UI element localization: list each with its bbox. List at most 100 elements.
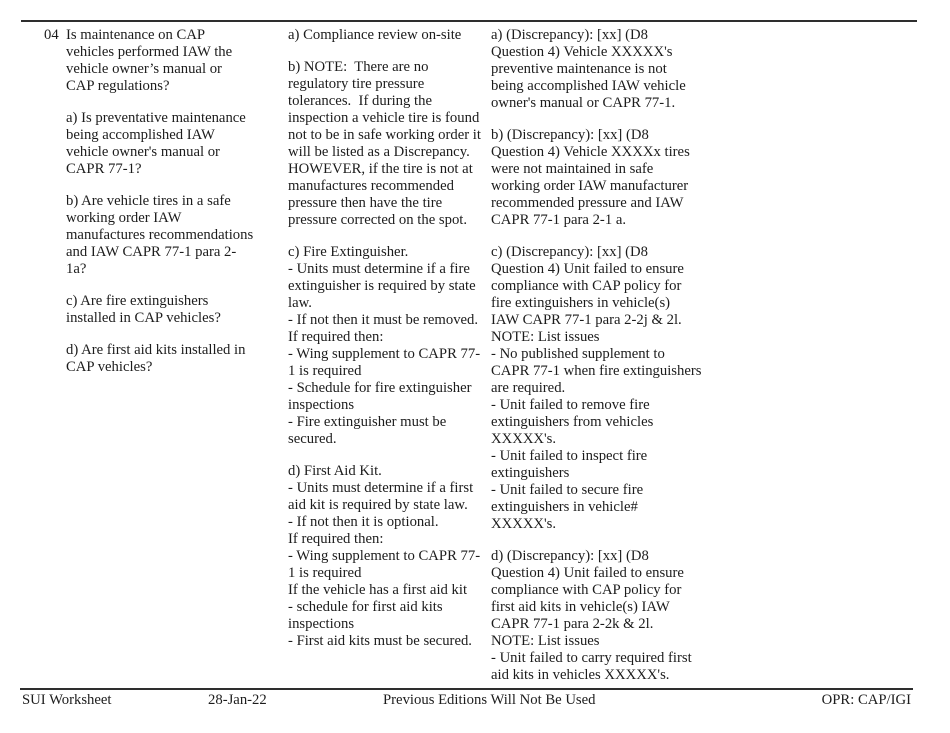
question-column: Is maintenance on CAP vehicles performed … xyxy=(66,27,296,376)
text-line: first aid kits in vehicle(s) IAW xyxy=(491,599,670,615)
text-line: Question 4) Vehicle XXXXX's xyxy=(491,44,673,60)
paragraph: d) Are first aid kits installed in CAP ve… xyxy=(66,342,296,376)
text-line: NOTE: List issues xyxy=(491,633,600,649)
text-line: manufactures recommendations xyxy=(66,227,254,243)
text-line: preventive maintenance is not xyxy=(491,61,667,77)
text-line: - If not then it is optional. xyxy=(288,514,439,530)
text-line: d) (Discrepancy): [xx] (D8 xyxy=(491,548,649,564)
text-line: fire extinguishers in vehicle(s) xyxy=(491,295,671,311)
text-line: vehicle owner's manual or xyxy=(66,144,220,160)
text-line: installed in CAP vehicles? xyxy=(66,310,221,326)
text-line: pressure then have the tire xyxy=(288,195,443,211)
text-line: 1a? xyxy=(66,261,87,277)
text-line: secured. xyxy=(288,431,337,447)
text-line: will be listed as a Discrepancy. xyxy=(288,144,470,160)
paragraph: c) Fire Extinguisher. - Units must determ… xyxy=(288,244,490,448)
text-line: inspections xyxy=(288,397,355,413)
footer-editions-notice: Previous Editions Will Not Be Used xyxy=(383,692,596,708)
text-line: and IAW CAPR 77-1 para 2- xyxy=(66,244,237,260)
paragraph: b) Are vehicle tires in a safe working or… xyxy=(66,193,296,278)
guidance-column: a) Compliance review on-site b) NOTE: The… xyxy=(288,27,490,650)
text-line: - Units must determine if a first xyxy=(288,480,474,496)
text-line: If required then: xyxy=(288,531,384,547)
text-line: b) (Discrepancy): [xx] (D8 xyxy=(491,127,649,143)
top-rule xyxy=(21,20,917,22)
paragraph: a) Compliance review on-site xyxy=(288,27,490,44)
text-line: inspection a vehicle tire is found xyxy=(288,110,480,126)
text-line: extinguishers in vehicle# xyxy=(491,499,638,515)
text-line: recommended pressure and IAW xyxy=(491,195,684,211)
paragraph: a) (Discrepancy): [xx] (D8 Question 4) Ve… xyxy=(491,27,731,112)
text-line: aid kits in vehicles XXXXX's. xyxy=(491,667,670,683)
paragraph: c) Are fire extinguishers installed in CA… xyxy=(66,293,296,327)
text-line: Question 4) Unit failed to ensure xyxy=(491,565,684,581)
text-line: Question 4) Unit failed to ensure xyxy=(491,261,684,277)
text-line: CAPR 77-1? xyxy=(66,161,142,177)
text-line: c) Fire Extinguisher. xyxy=(288,244,409,260)
text-line: - Unit failed to secure fire xyxy=(491,482,644,498)
text-line: d) Are first aid kits installed in xyxy=(66,342,246,358)
text-line: HOWEVER, if the tire is not at xyxy=(288,161,473,177)
text-line: compliance with CAP policy for xyxy=(491,278,682,294)
text-line: law. xyxy=(288,295,312,311)
text-line: c) Are fire extinguishers xyxy=(66,293,209,309)
text-line: being accomplished IAW xyxy=(66,127,215,143)
paragraph: b) (Discrepancy): [xx] (D8 Question 4) Ve… xyxy=(491,127,731,229)
text-line: being accomplished IAW vehicle xyxy=(491,78,686,94)
text-line: - Wing supplement to CAPR 77- xyxy=(288,548,481,564)
text-line: CAP vehicles? xyxy=(66,359,153,375)
text-line: CAPR 77-1 para 2-2k & 2l. xyxy=(491,616,654,632)
paragraph: c) (Discrepancy): [xx] (D8 Question 4) Un… xyxy=(491,244,731,533)
paragraph: Is maintenance on CAP vehicles performed … xyxy=(66,27,296,95)
text-line: regulatory tire pressure xyxy=(288,76,425,92)
text-line: b) Are vehicle tires in a safe xyxy=(66,193,231,209)
text-line: CAPR 77-1 when fire extinguishers xyxy=(491,363,702,379)
text-line: - First aid kits must be secured. xyxy=(288,633,472,649)
text-line: vehicle owner’s manual or xyxy=(66,61,222,77)
text-line: a) (Discrepancy): [xx] (D8 xyxy=(491,27,649,43)
text-line: CAP regulations? xyxy=(66,78,170,94)
discrepancy-column: a) (Discrepancy): [xx] (D8 Question 4) Ve… xyxy=(491,27,731,684)
text-line: - Unit failed to inspect fire xyxy=(491,448,648,464)
text-line: - Unit failed to remove fire xyxy=(491,397,650,413)
text-line: vehicles performed IAW the xyxy=(66,44,233,60)
text-line: CAPR 77-1 para 2-1 a. xyxy=(491,212,627,228)
text-line: NOTE: List issues xyxy=(491,329,600,345)
text-line: b) NOTE: There are no xyxy=(288,59,429,75)
text-line: working order IAW xyxy=(66,210,182,226)
text-line: pressure corrected on the spot. xyxy=(288,212,468,228)
text-line: extinguisher is required by state xyxy=(288,278,476,294)
text-line: extinguishers xyxy=(491,465,570,481)
text-line: Question 4) Vehicle XXXXx tires xyxy=(491,144,690,160)
paragraph: d) First Aid Kit. - Units must determine … xyxy=(288,463,490,650)
text-line: inspections xyxy=(288,616,355,632)
footer-document-title: SUI Worksheet xyxy=(22,692,112,708)
text-line: compliance with CAP policy for xyxy=(491,582,682,598)
footer-opr: OPR: CAP/IGI xyxy=(821,692,911,708)
text-line: not to be in safe working order it xyxy=(288,127,481,143)
text-line: - No published supplement to xyxy=(491,346,665,362)
text-line: tolerances. If during the xyxy=(288,93,432,109)
text-line: were not maintained in safe xyxy=(491,161,654,177)
text-line: manufactures recommended xyxy=(288,178,454,194)
text-line: XXXXX's. xyxy=(491,431,557,447)
question-number: 04 xyxy=(44,27,59,43)
text-line: - schedule for first aid kits xyxy=(288,599,443,615)
text-line: - If not then it must be removed. xyxy=(288,312,479,328)
text-line: 1 is required xyxy=(288,363,362,379)
text-line: - Units must determine if a fire xyxy=(288,261,470,277)
text-line: IAW CAPR 77-1 para 2-2j & 2l. xyxy=(491,312,682,328)
text-line: - Unit failed to carry required first xyxy=(491,650,692,666)
text-line: - Schedule for fire extinguisher xyxy=(288,380,472,396)
footer-date: 28-Jan-22 xyxy=(208,692,267,708)
paragraph: d) (Discrepancy): [xx] (D8 Question 4) Un… xyxy=(491,548,731,684)
text-line: are required. xyxy=(491,380,566,396)
text-line: a) Compliance review on-site xyxy=(288,27,462,43)
text-line: If required then: xyxy=(288,329,384,345)
text-line: aid kit is required by state law. xyxy=(288,497,468,513)
text-line: - Fire extinguisher must be xyxy=(288,414,447,430)
paragraph: a) Is preventative maintenance being acco… xyxy=(66,110,296,178)
text-line: extinguishers from vehicles xyxy=(491,414,654,430)
text-line: Is maintenance on CAP xyxy=(66,27,206,43)
footer-rule xyxy=(20,688,913,690)
